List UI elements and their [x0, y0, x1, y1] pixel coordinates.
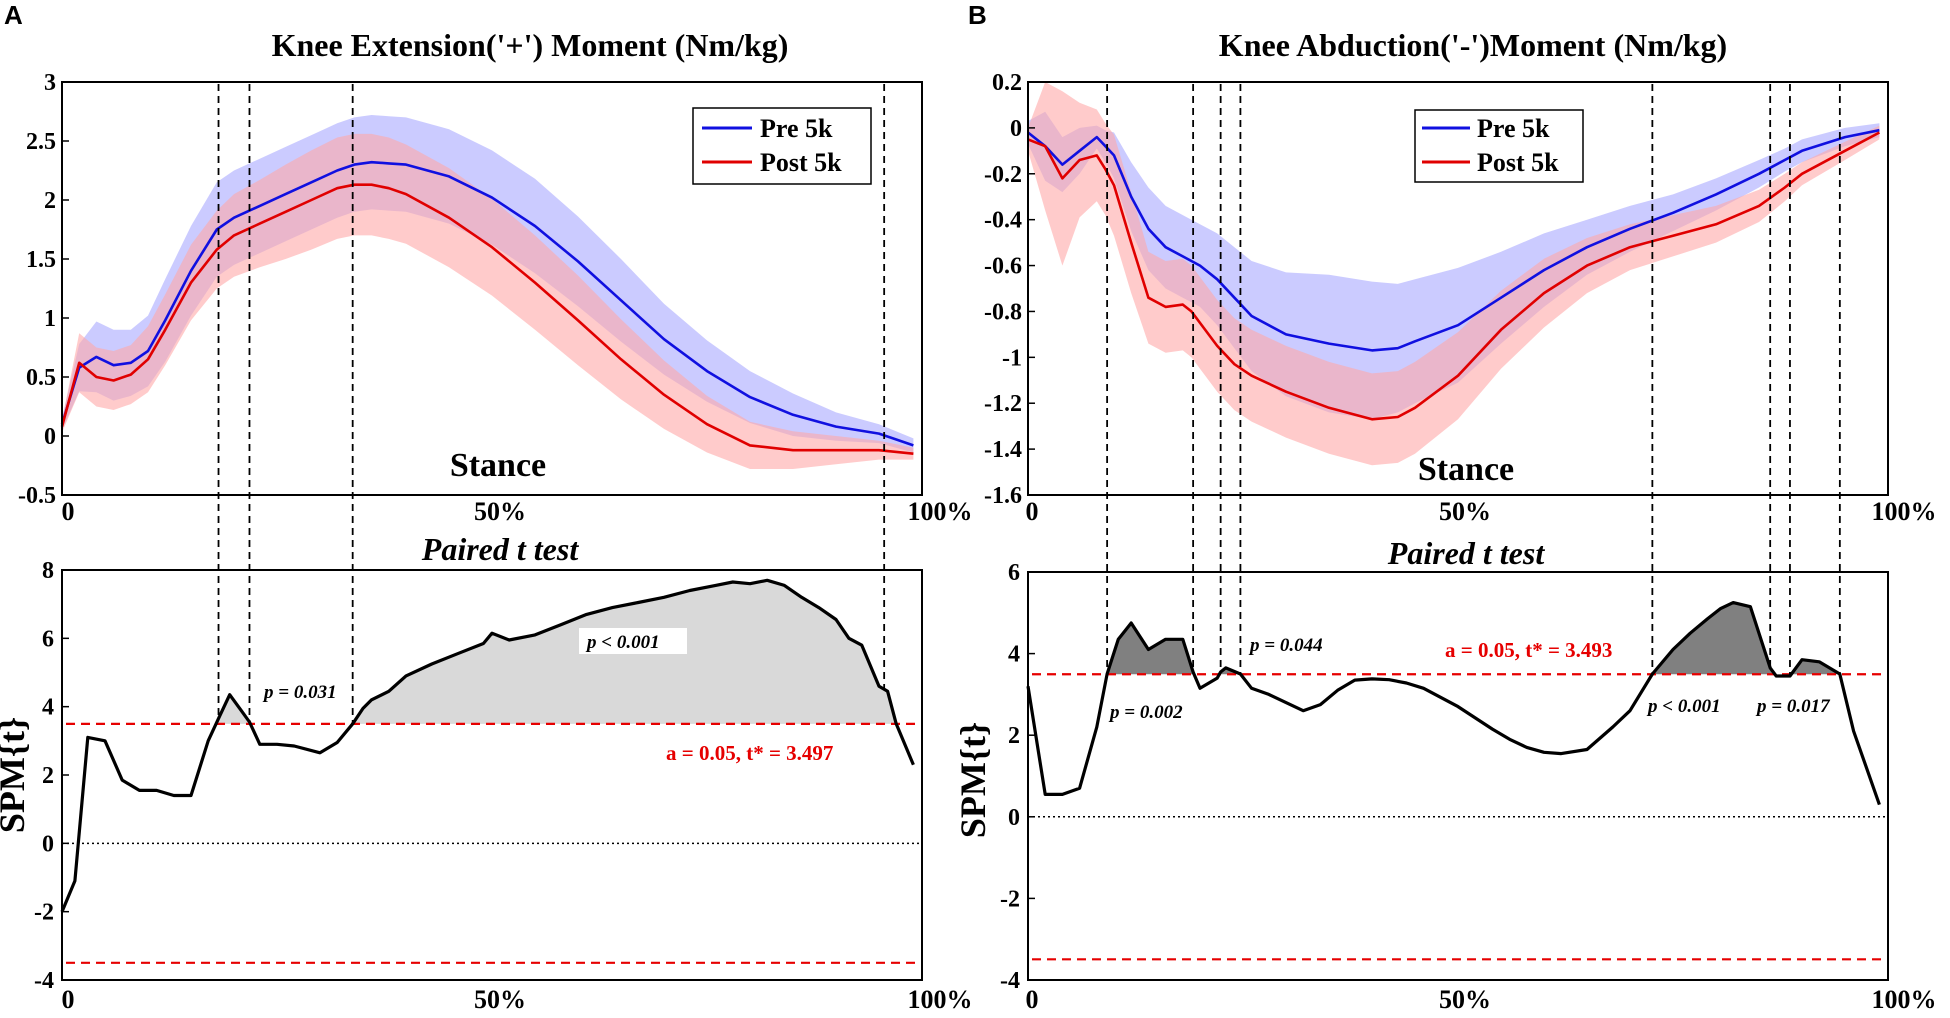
panel-a-spm-ylabel: SPM{t} — [0, 717, 32, 833]
panel-b-moment-ytick-label: -1.4 — [984, 437, 1022, 463]
panel-a-moment-ytick-label: 1 — [44, 306, 56, 332]
panel-b-spm-ytick-label: 4 — [1008, 642, 1020, 668]
panel-b-spm-ytick-label: -4 — [1000, 968, 1020, 994]
panel-b-moment-axes-box — [1027, 81, 1889, 496]
panel-b-title: Knee Abduction('-')Moment (Nm/kg) — [1219, 27, 1727, 63]
panel-a-spm-xtick-50: 50% — [474, 985, 526, 1014]
panel-b-moment-ytick-label: -1 — [1002, 345, 1022, 371]
panel-b-moment-plot: -1.6 -1.4 -1.2 -1 -0.8 -0.6 -0.4 -0.2 0 0.2 0 50%… — [984, 70, 1937, 526]
panel-b-moment-xtick-50: 50% — [1439, 497, 1491, 526]
panel-b-moment-ytick-label: -0.4 — [984, 208, 1022, 234]
panel-a-ann-p001: p < 0.001 — [579, 628, 687, 654]
panel-a-spm-curve — [60, 578, 915, 913]
panel-b-pre-line — [1027, 128, 1880, 352]
panel-a-stance-label: Stance — [450, 447, 546, 484]
panel-b-moment-lines — [1027, 128, 1881, 421]
panel-letter-b: B — [968, 0, 987, 30]
legend-post-label: Post 5k — [760, 148, 842, 177]
panel-b-spm-ylabel: SPM{t} — [953, 722, 993, 838]
panel-a-spm-ytick-label: -2 — [34, 900, 54, 926]
panel-a-moment-plot: -0.500.511.522.53 0 50% 100% Stance Pre … — [18, 70, 973, 526]
panel-b-moment-xtick-0: 0 — [1026, 497, 1039, 526]
panel-a-spm-yticks: -4 -2 0 2 4 6 8 — [34, 558, 69, 994]
panel-b-spm-xtick-50: 50% — [1439, 985, 1491, 1014]
panel-b-spm-ytick-label: 0 — [1008, 805, 1020, 831]
panel-b-ttest-title: Paired t test — [1387, 535, 1546, 571]
panel-a-moment-xtick-0: 0 — [62, 497, 75, 526]
panel-b-ann-p017: p = 0.017 — [1755, 696, 1831, 717]
panel-a-moment-ytick-label: 3 — [44, 70, 56, 96]
panel-a-moment-axes-box — [61, 81, 923, 496]
panel-b-spm-axes-box — [1027, 571, 1889, 981]
panel-b-moment-xtick-100: 100% — [1872, 497, 1937, 526]
panel-letter-a: A — [4, 0, 23, 30]
panel-b-stance-label: Stance — [1418, 451, 1514, 488]
panel-b-moment-ytick-label: 0 — [1010, 116, 1022, 142]
panel-b-spm-curve — [1026, 600, 1881, 806]
legend-pre-label: Pre 5k — [1477, 114, 1550, 143]
panel-b-moment-ytick-label: -0.2 — [984, 162, 1022, 188]
panel-a-cluster-boundaries — [217, 84, 886, 724]
panel-b-significant-cluster — [1652, 602, 1775, 675]
panel-a-moment-ytick-label: 0.5 — [26, 365, 56, 391]
panel-b-moment-ytick-label: -0.8 — [984, 299, 1022, 325]
panel-a-spm-ytick-label: 6 — [42, 626, 54, 652]
panel-a-title: Knee Extension('+') Moment (Nm/kg) — [272, 27, 789, 63]
panel-b-cluster-boundaries — [1106, 84, 1841, 677]
panel-b-moment-yticks: -1.6 -1.4 -1.2 -1 -0.8 -0.6 -0.4 -0.2 0 0.2 — [984, 70, 1035, 509]
panel-a-significant-cluster — [216, 694, 251, 724]
panel-a-spm-ytick-label: 8 — [42, 558, 54, 584]
panel-b-moment-ytick-label: -1.2 — [984, 391, 1022, 417]
panel-b-spm-ytick-label: 6 — [1008, 560, 1020, 586]
panel-a-spm-xtick-100: 100% — [908, 985, 973, 1014]
panel-b-spm-yticks: -4 -2 0 2 4 6 — [1000, 560, 1035, 994]
panel-a-moment-yticks: -0.5 0 0.5 1 1.5 2 2.5 3 — [18, 70, 69, 509]
panel-b-post-line — [1027, 131, 1881, 421]
panel-a-legend: Pre 5k Post 5k — [692, 107, 872, 185]
panel-b-moment-ytick-label: -1.6 — [984, 483, 1022, 509]
panel-a-ann-p001-text: p < 0.001 — [585, 632, 660, 653]
panel-b-spm-xtick-0: 0 — [1026, 985, 1039, 1014]
legend-pre-label: Pre 5k — [760, 114, 833, 143]
panel-b-ann-p044: p = 0.044 — [1248, 635, 1323, 656]
panel-b-significant-cluster — [1791, 659, 1840, 675]
panel-a-ttest-title: Paired t test — [421, 531, 580, 567]
panel-a-moment-xtick-100: 100% — [908, 497, 973, 526]
panel-a-spm-ytick-label: 2 — [42, 763, 54, 789]
panel-a-spm-ytick-label: 0 — [42, 831, 54, 857]
panel-b-moment-ytick-label: -0.6 — [984, 254, 1022, 280]
panel-b-legend: Pre 5k Post 5k — [1414, 109, 1584, 183]
panel-a-spm-axes-box — [61, 569, 923, 981]
panel-a-spm-xtick-0: 0 — [62, 985, 75, 1014]
panel-a-ann-p031: p = 0.031 — [262, 682, 337, 703]
panel-b-spm-xtick-100: 100% — [1872, 985, 1937, 1014]
panel-a-moment-ytick-label: 1.5 — [26, 247, 56, 273]
panel-a-pre-line — [60, 160, 914, 447]
panel-a-spm-lines — [60, 578, 922, 964]
panel-b-threshold-label: a = 0.05, t* = 3.493 — [1445, 638, 1612, 662]
panel-a-spm-plot: -4 -2 0 2 4 6 8 0 50% 100% SPM{t} a = 0.05, t*… — [0, 558, 973, 1014]
panel-a-threshold-label: a = 0.05, t* = 3.497 — [666, 741, 833, 765]
panel-b-spm-ytick-label: 2 — [1008, 723, 1020, 749]
panel-a-moment-ytick-label: -0.5 — [18, 483, 56, 509]
panel-b-moment-ytick-label: 0.2 — [992, 70, 1022, 96]
panel-b-spm-lines — [1026, 600, 1888, 961]
panel-a-spm-ytick-label: -4 — [34, 968, 54, 994]
panel-b-spm-plot: -4 -2 0 2 4 6 0 50% 100% SPM{t} a = 0.05, t* … — [953, 560, 1937, 1014]
panel-a-moment-xtick-50: 50% — [474, 497, 526, 526]
panel-b-ann-p001: p < 0.001 — [1646, 696, 1721, 717]
panel-a: A Knee Extension('+') Moment (Nm/kg) -0.… — [0, 0, 973, 1014]
panel-b-spm-ytick-label: -2 — [1000, 886, 1020, 912]
panel-b: B Knee Abduction('-')Moment (Nm/kg) -1.6… — [953, 0, 1937, 1014]
panel-a-spm-ytick-label: 4 — [42, 695, 54, 721]
panel-a-post-line — [60, 183, 914, 455]
panel-a-moment-lines — [60, 160, 914, 455]
panel-a-moment-ytick-label: 2.5 — [26, 129, 56, 155]
panel-a-moment-ytick-label: 2 — [44, 188, 56, 214]
legend-post-label: Post 5k — [1477, 148, 1559, 177]
panel-b-ann-p002: p = 0.002 — [1108, 702, 1183, 723]
panel-a-moment-ytick-label: 0 — [44, 424, 56, 450]
